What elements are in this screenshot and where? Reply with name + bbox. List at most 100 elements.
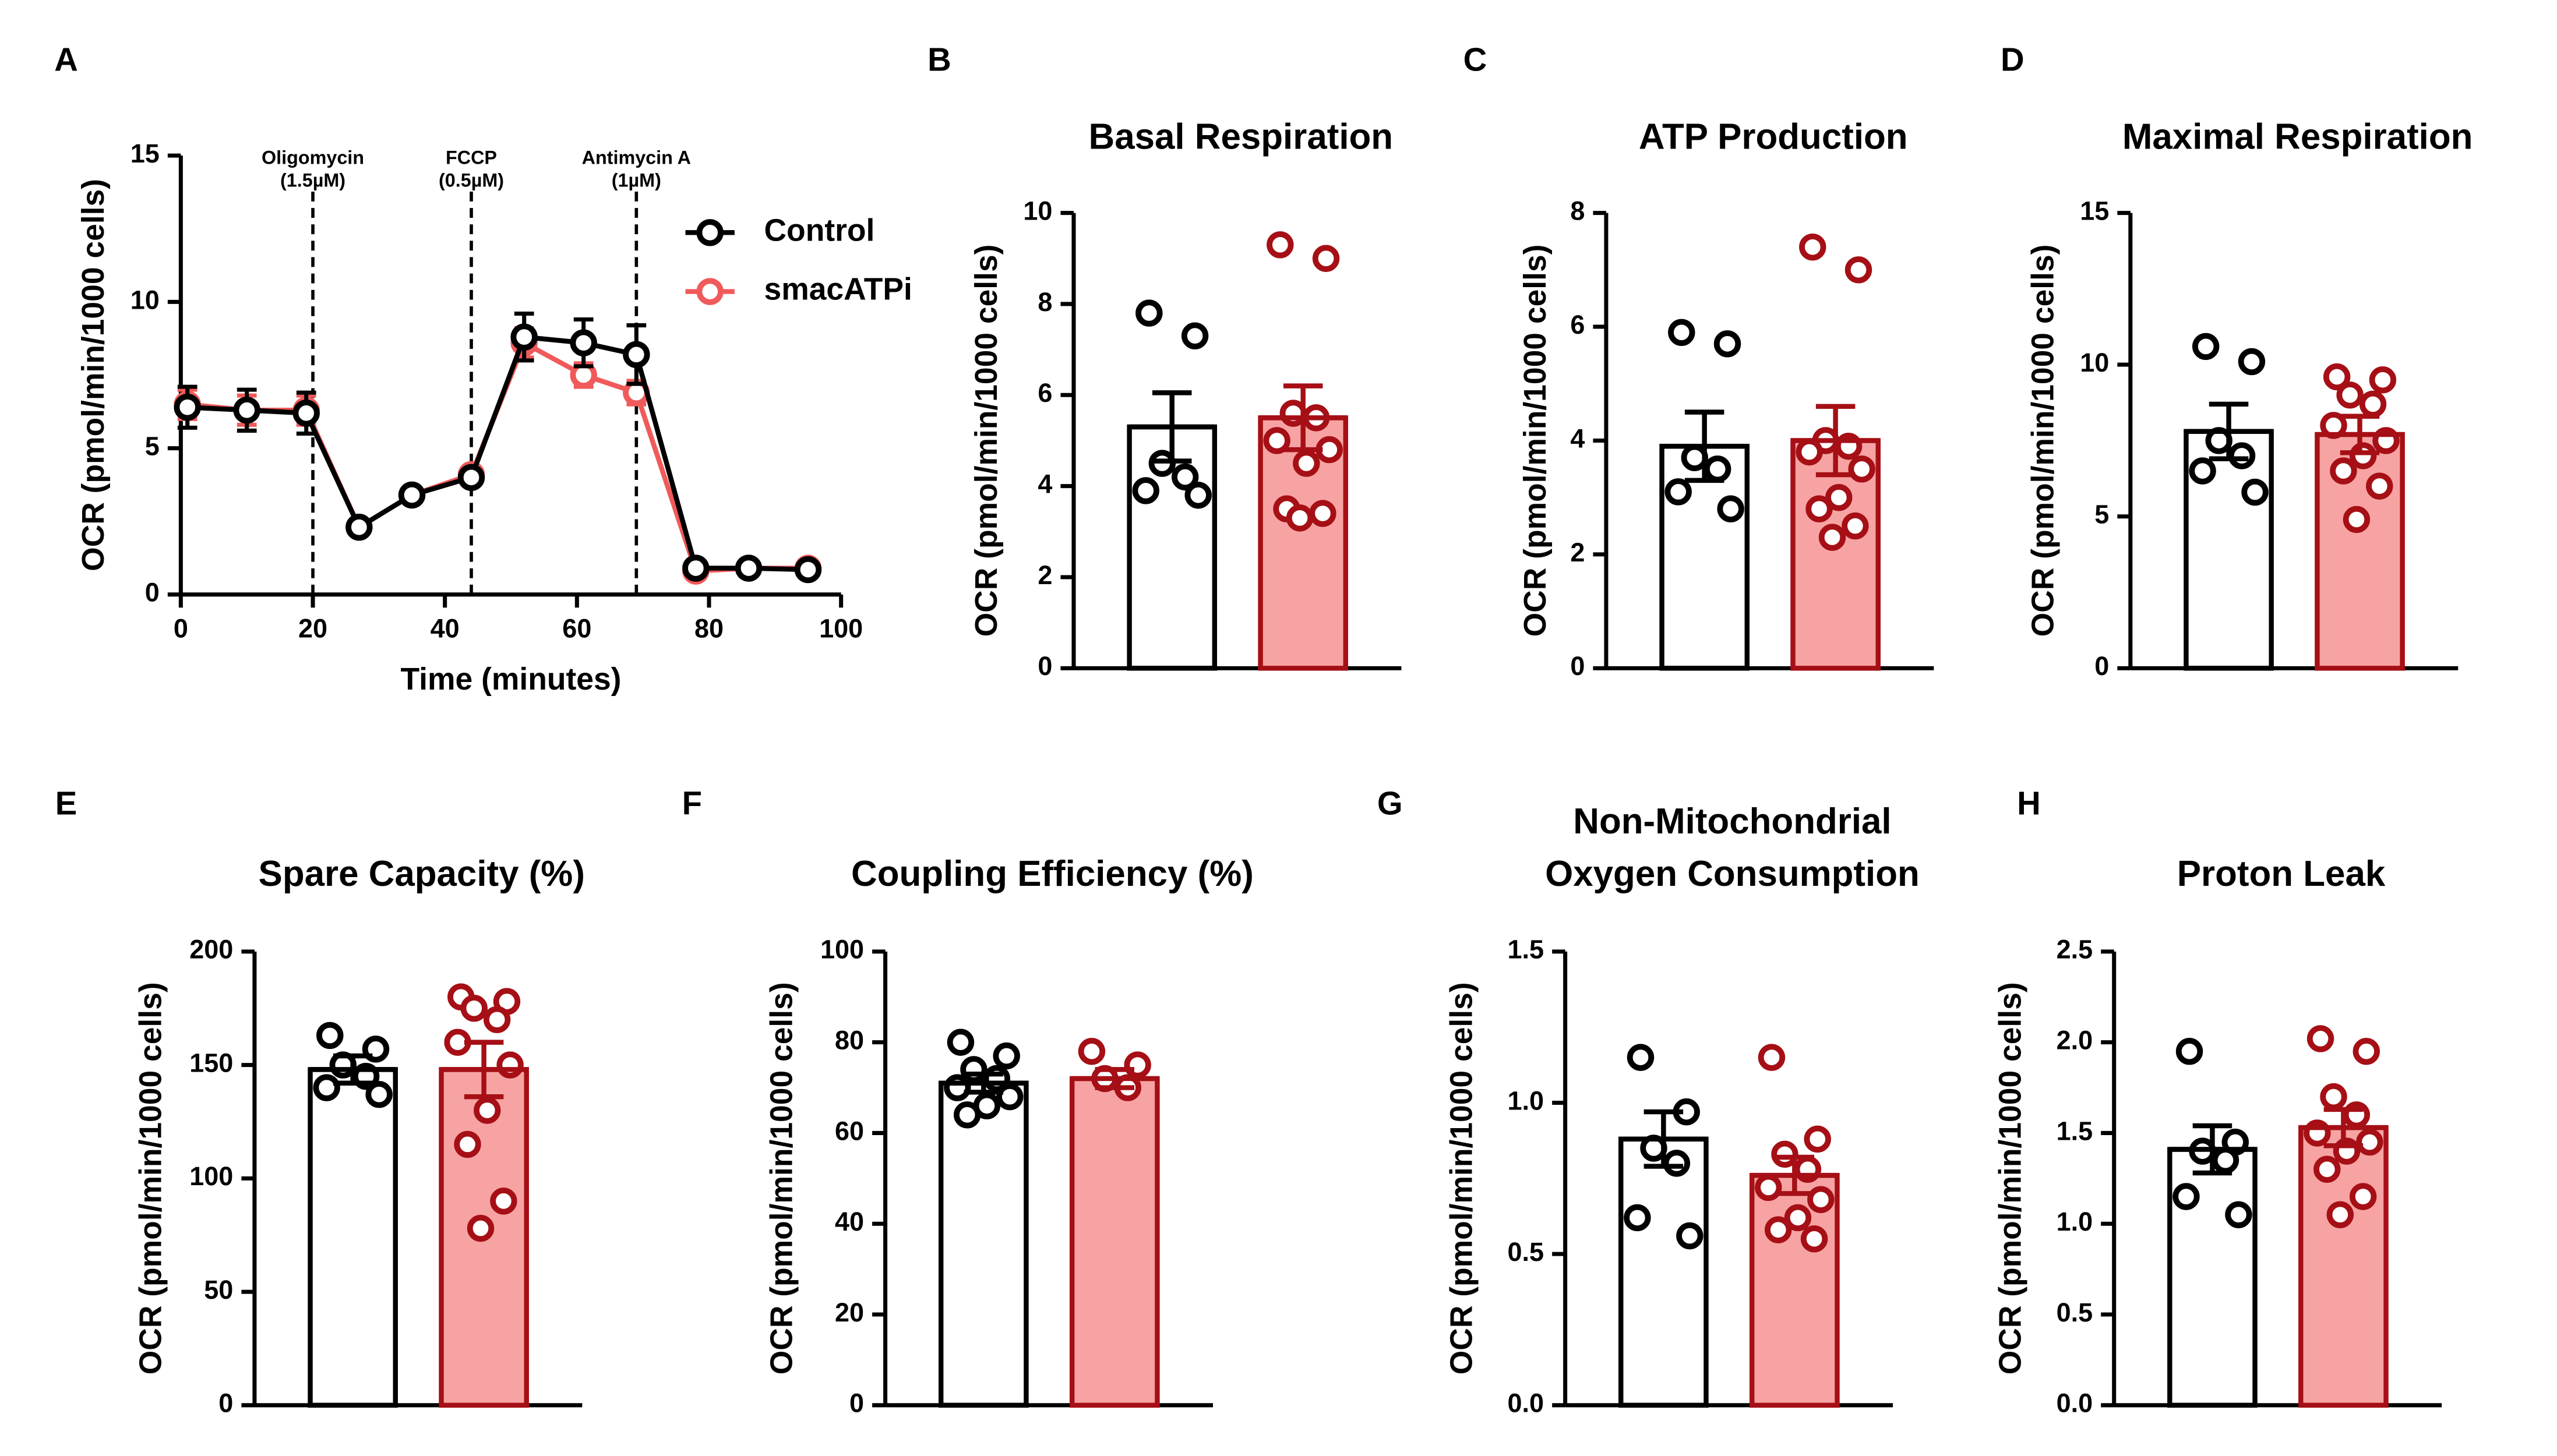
data-point [490, 1188, 517, 1215]
panel-letter: B [927, 41, 951, 78]
data-point [1267, 231, 1294, 259]
y-tick-label: 0 [1570, 651, 1585, 681]
error-bar [441, 1040, 527, 1100]
y-tick-label: 10 [1023, 196, 1052, 225]
error-bar [2301, 1107, 2386, 1148]
data-point [2369, 366, 2397, 394]
y-tick-label: 5 [145, 431, 160, 461]
data-point [2353, 1038, 2380, 1065]
annotation-label: Antimycin A [582, 147, 691, 168]
x-tick-label: 20 [298, 614, 327, 644]
y-tick-label: 0.0 [1508, 1388, 1544, 1418]
data-point [1309, 500, 1336, 527]
bar [938, 1080, 1029, 1408]
data-point [1293, 450, 1320, 477]
y-axis-label: OCR (pmol/min/1000 cells) [764, 982, 799, 1374]
panel: G 0.0 0.5 1.0 1.5 OCR (pmol/min/1000 cells) No… [1377, 784, 1920, 1418]
error-bar [1752, 1154, 1837, 1196]
data-point [1842, 512, 1869, 540]
data-point [1078, 1038, 1106, 1065]
data-point [1664, 478, 1692, 506]
data-point [174, 394, 201, 421]
data-point [1627, 1044, 1655, 1071]
y-tick-label: 2.0 [2057, 1026, 2093, 1055]
data-point [454, 1130, 481, 1158]
data-point [1668, 319, 1695, 346]
y-axis-label: OCR (pmol/min/1000 cells) [76, 179, 111, 571]
data-point [474, 1097, 501, 1124]
data-point [1184, 482, 1212, 509]
y-tick-label: 0 [1038, 651, 1052, 681]
data-point [1800, 1225, 1828, 1253]
error-bar [941, 1071, 1027, 1095]
data-point [1804, 1125, 1831, 1153]
data-point [1713, 330, 1741, 358]
panel: F 0 20 40 60 80 100 OCR (pmol/min/1000 cells) Co… [682, 784, 1254, 1418]
data-point [316, 1022, 344, 1049]
data-point [2326, 1201, 2354, 1228]
error-bar [1662, 409, 1747, 483]
x-tick-label: 60 [562, 614, 591, 644]
series-line [187, 334, 809, 572]
chart-title: Spare Capacity (%) [259, 854, 585, 894]
data-point [2323, 363, 2351, 391]
data-point [1784, 1204, 1812, 1232]
y-tick-label: 15 [2080, 196, 2109, 225]
data-point [2189, 457, 2216, 485]
chart-title: Coupling Efficiency (%) [851, 854, 1254, 894]
legend-label: Control [764, 213, 874, 248]
data-point [467, 1214, 495, 1242]
data-point [460, 995, 488, 1022]
bar [1618, 1136, 1709, 1408]
chart-title: Oxygen Consumption [1545, 854, 1920, 894]
chart-title: Maximal Respiration [2122, 116, 2473, 157]
data-point [1676, 1222, 1704, 1250]
y-tick-label: 0 [2094, 651, 2109, 681]
y-tick-label: 0 [145, 578, 160, 607]
error-bar [310, 1053, 396, 1086]
panel-letter: D [2001, 41, 2025, 78]
panel-letter: F [682, 784, 702, 821]
panel: E 0 50 100 150 200 OCR (pmol/min/1000 cells) Sp… [55, 784, 585, 1418]
data-point [570, 329, 597, 356]
error-bar [1129, 390, 1215, 464]
data-point [2366, 472, 2393, 500]
error-bar [2170, 1123, 2255, 1176]
data-point [2175, 1038, 2203, 1065]
annotation-label: (1µM) [612, 170, 661, 191]
y-tick-label: 150 [189, 1048, 233, 1077]
y-tick-label: 2 [1570, 538, 1585, 567]
panel-letter: E [55, 784, 77, 821]
data-point [1312, 245, 1340, 272]
data-point [2313, 1155, 2341, 1183]
data-point [953, 1101, 981, 1129]
y-tick-label: 100 [820, 935, 864, 964]
y-tick-label: 0 [849, 1388, 864, 1418]
data-point [1765, 1216, 1792, 1243]
x-tick-label: 0 [174, 614, 188, 644]
data-point [2228, 442, 2256, 469]
data-point [510, 323, 538, 351]
data-point [1172, 463, 1199, 491]
y-tick-label: 15 [131, 139, 160, 168]
data-point [345, 514, 373, 541]
error-bar [1793, 404, 1878, 478]
data-point [735, 554, 763, 582]
error-bar [1260, 383, 1346, 453]
y-tick-label: 6 [1038, 378, 1052, 408]
data-point [2241, 478, 2269, 506]
chart-title: Basal Respiration [1089, 116, 1394, 157]
data-point [947, 1029, 975, 1056]
panel-letter: C [1463, 41, 1487, 78]
chart-title: Proton Leak [2177, 854, 2386, 894]
x-tick-label: 80 [694, 614, 724, 644]
y-tick-label: 8 [1038, 287, 1052, 317]
data-point [1825, 483, 1853, 511]
panel: H 0.0 0.5 1.0 1.5 2.0 2.5 OCR (pmol/min/1000 ce… [1993, 784, 2442, 1418]
y-tick-label: 0.5 [2057, 1298, 2093, 1327]
data-point [2212, 1146, 2239, 1174]
panel-letter: A [54, 41, 78, 78]
y-tick-label: 0.5 [1508, 1237, 1544, 1267]
y-tick-label: 10 [131, 285, 160, 314]
legend-marker [696, 219, 724, 246]
